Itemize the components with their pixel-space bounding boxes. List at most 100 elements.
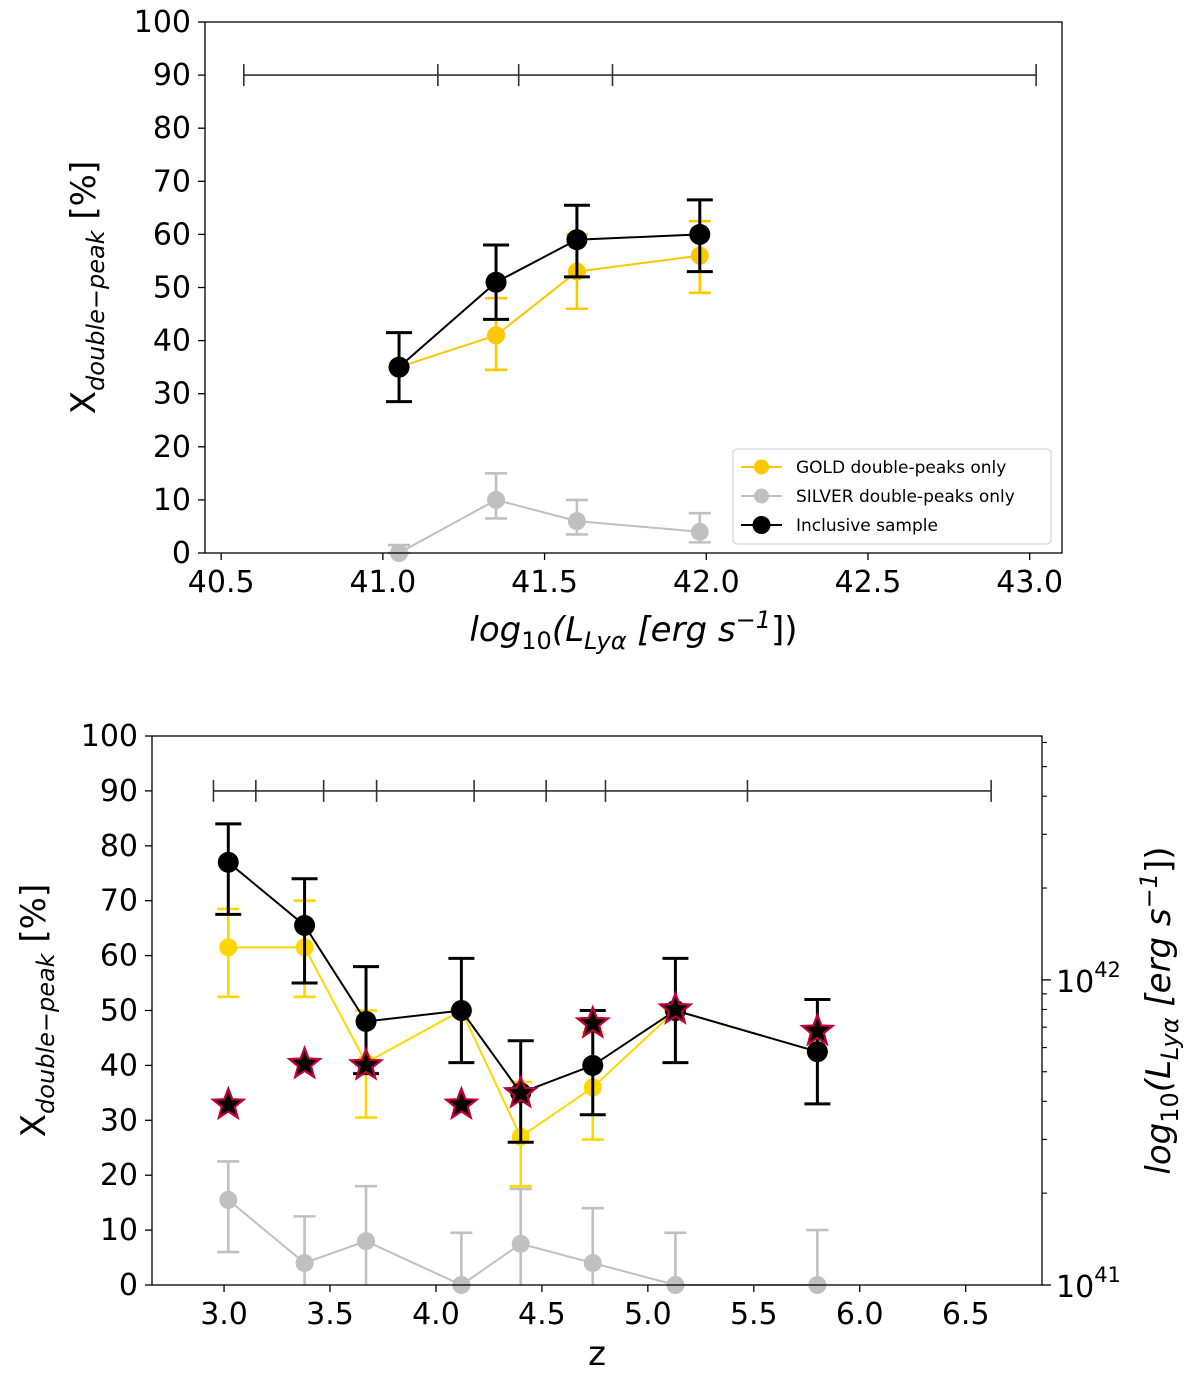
series-silver-double-peaks-only [388, 473, 711, 562]
data-point [296, 1254, 314, 1272]
y-tick-label: 50 [153, 271, 191, 306]
data-point [487, 326, 505, 344]
y-tick-label: 30 [100, 1103, 138, 1138]
right-axis-label: log10(LLyα [erg s−1]) [1135, 846, 1184, 1174]
data-point [582, 1055, 603, 1076]
x-tick-label: 42.0 [673, 565, 740, 600]
y-tick-label: 70 [153, 164, 191, 199]
y-tick-label: 50 [100, 994, 138, 1029]
axis-label-part: −1 [1135, 873, 1163, 908]
right-tick-label: 1041 [1056, 1263, 1121, 1305]
y-axis-label-unit: [%] [14, 884, 54, 954]
x-axis-label: z [588, 1334, 606, 1374]
legend: GOLD double-peaks only SILVER double-peak… [733, 449, 1051, 544]
right-tick-exponent: 41 [1094, 1263, 1121, 1287]
x-tick-label: 3.5 [306, 1297, 354, 1332]
y-tick-label: 100 [81, 719, 138, 754]
y-axis-label-sub: double−peak [82, 229, 110, 391]
axis-label-part: [erg s [627, 610, 736, 650]
right-tick-exponent: 42 [1094, 958, 1121, 982]
y-axis-label-main: X [64, 391, 104, 414]
y-axis-label-sub: double−peak [32, 952, 60, 1114]
right-tick-label: 1042 [1056, 958, 1121, 1000]
legend-marker [754, 460, 769, 475]
data-point [294, 915, 315, 936]
y-tick-label: 0 [119, 1268, 138, 1303]
y-axis-label: Xdouble−peak [%] [64, 161, 110, 414]
axis-label-part: log [1139, 1123, 1179, 1175]
y-tick-label: 30 [153, 377, 191, 412]
axis-label-part: ]) [1139, 846, 1179, 873]
y-tick-label: 80 [153, 111, 191, 146]
y-tick-label: 90 [100, 774, 138, 809]
axis-label-part: 10 [1156, 1092, 1184, 1123]
data-point [691, 523, 709, 541]
right-tick-base: 10 [1056, 965, 1094, 1000]
x-tick-label: 6.0 [836, 1297, 884, 1332]
legend-label: Inclusive sample [796, 516, 938, 536]
y-tick-label: 10 [153, 483, 191, 518]
data-point [487, 491, 505, 509]
x-tick-label: 41.0 [349, 565, 416, 600]
data-point [389, 357, 410, 378]
series-line [399, 234, 700, 367]
series-silver-double-peaks-only [217, 1161, 828, 1294]
x-tick-label: 4.0 [412, 1297, 460, 1332]
series-gold-double-peaks-only [388, 221, 711, 376]
y-tick-label: 20 [153, 430, 191, 465]
y-axis-label-main: X [14, 1114, 54, 1137]
x-axis-label: log10(LLyα [erg s−1]) [469, 606, 797, 655]
data-point [219, 938, 237, 956]
figure: 0 10 20 30 40 50 60 70 80 90 100 40.5 41.0 41.5 42.0 42… [0, 0, 1200, 1385]
x-tick-label: 43.0 [996, 565, 1063, 600]
axis-label-part: [erg s [1139, 908, 1179, 1017]
star-marker [213, 1089, 243, 1118]
data-point [218, 852, 239, 873]
data-point [584, 1254, 602, 1272]
data-point [689, 224, 710, 245]
data-point [807, 1041, 828, 1062]
data-point [356, 1011, 377, 1032]
series-line [399, 500, 700, 553]
x-tick-label: 5.5 [730, 1297, 778, 1332]
axis-label-part: Lyα [584, 627, 627, 655]
x-tick-label: 40.5 [188, 565, 255, 600]
star-marker [289, 1048, 319, 1077]
axis-label-part: (L [552, 610, 584, 650]
right-tick-base: 10 [1056, 1270, 1094, 1305]
x-tick-label: 41.5 [511, 565, 578, 600]
axis-label-part: −1 [736, 606, 771, 634]
data-point [512, 1235, 530, 1253]
x-tick-label: 4.5 [518, 1297, 566, 1332]
x-tick-label: 5.0 [624, 1297, 672, 1332]
chart-luminosity: 0 10 20 30 40 50 60 70 80 90 100 40.5 41.0 41.5 42.0 42… [64, 5, 1063, 655]
data-point [486, 272, 507, 293]
data-point [357, 1232, 375, 1250]
legend-label: SILVER double-peaks only [796, 487, 1015, 507]
star-marker [446, 1089, 476, 1118]
data-point [568, 512, 586, 530]
axis-label-part: (L [1139, 1060, 1179, 1092]
y-tick-label: 40 [100, 1048, 138, 1083]
axis-label-part: log [469, 610, 521, 650]
axis-label-part: Lyα [1156, 1017, 1184, 1060]
series-stars [213, 994, 833, 1118]
y-tick-label: 60 [100, 939, 138, 974]
legend-label: GOLD double-peaks only [796, 458, 1006, 478]
data-point [451, 1000, 472, 1021]
data-point [219, 1191, 237, 1209]
y-tick-label: 70 [100, 884, 138, 919]
series-line [399, 256, 700, 368]
axis-label-part: 10 [521, 627, 552, 655]
legend-marker [753, 516, 771, 534]
y-tick-label: 40 [153, 324, 191, 359]
chart-redshift: 0 10 20 30 40 50 60 70 80 90 100 3.0 3.5 4.0 4.5 5.0 5.5… [14, 719, 1184, 1374]
y-tick-label: 100 [134, 5, 191, 40]
y-tick-label: 90 [153, 58, 191, 93]
y-axis-label-unit: [%] [64, 161, 104, 231]
data-point [566, 229, 587, 250]
y-tick-label: 20 [100, 1158, 138, 1193]
x-tick-label: 42.5 [835, 565, 902, 600]
y-tick-label: 10 [100, 1213, 138, 1248]
x-tick-label: 3.0 [200, 1297, 248, 1332]
